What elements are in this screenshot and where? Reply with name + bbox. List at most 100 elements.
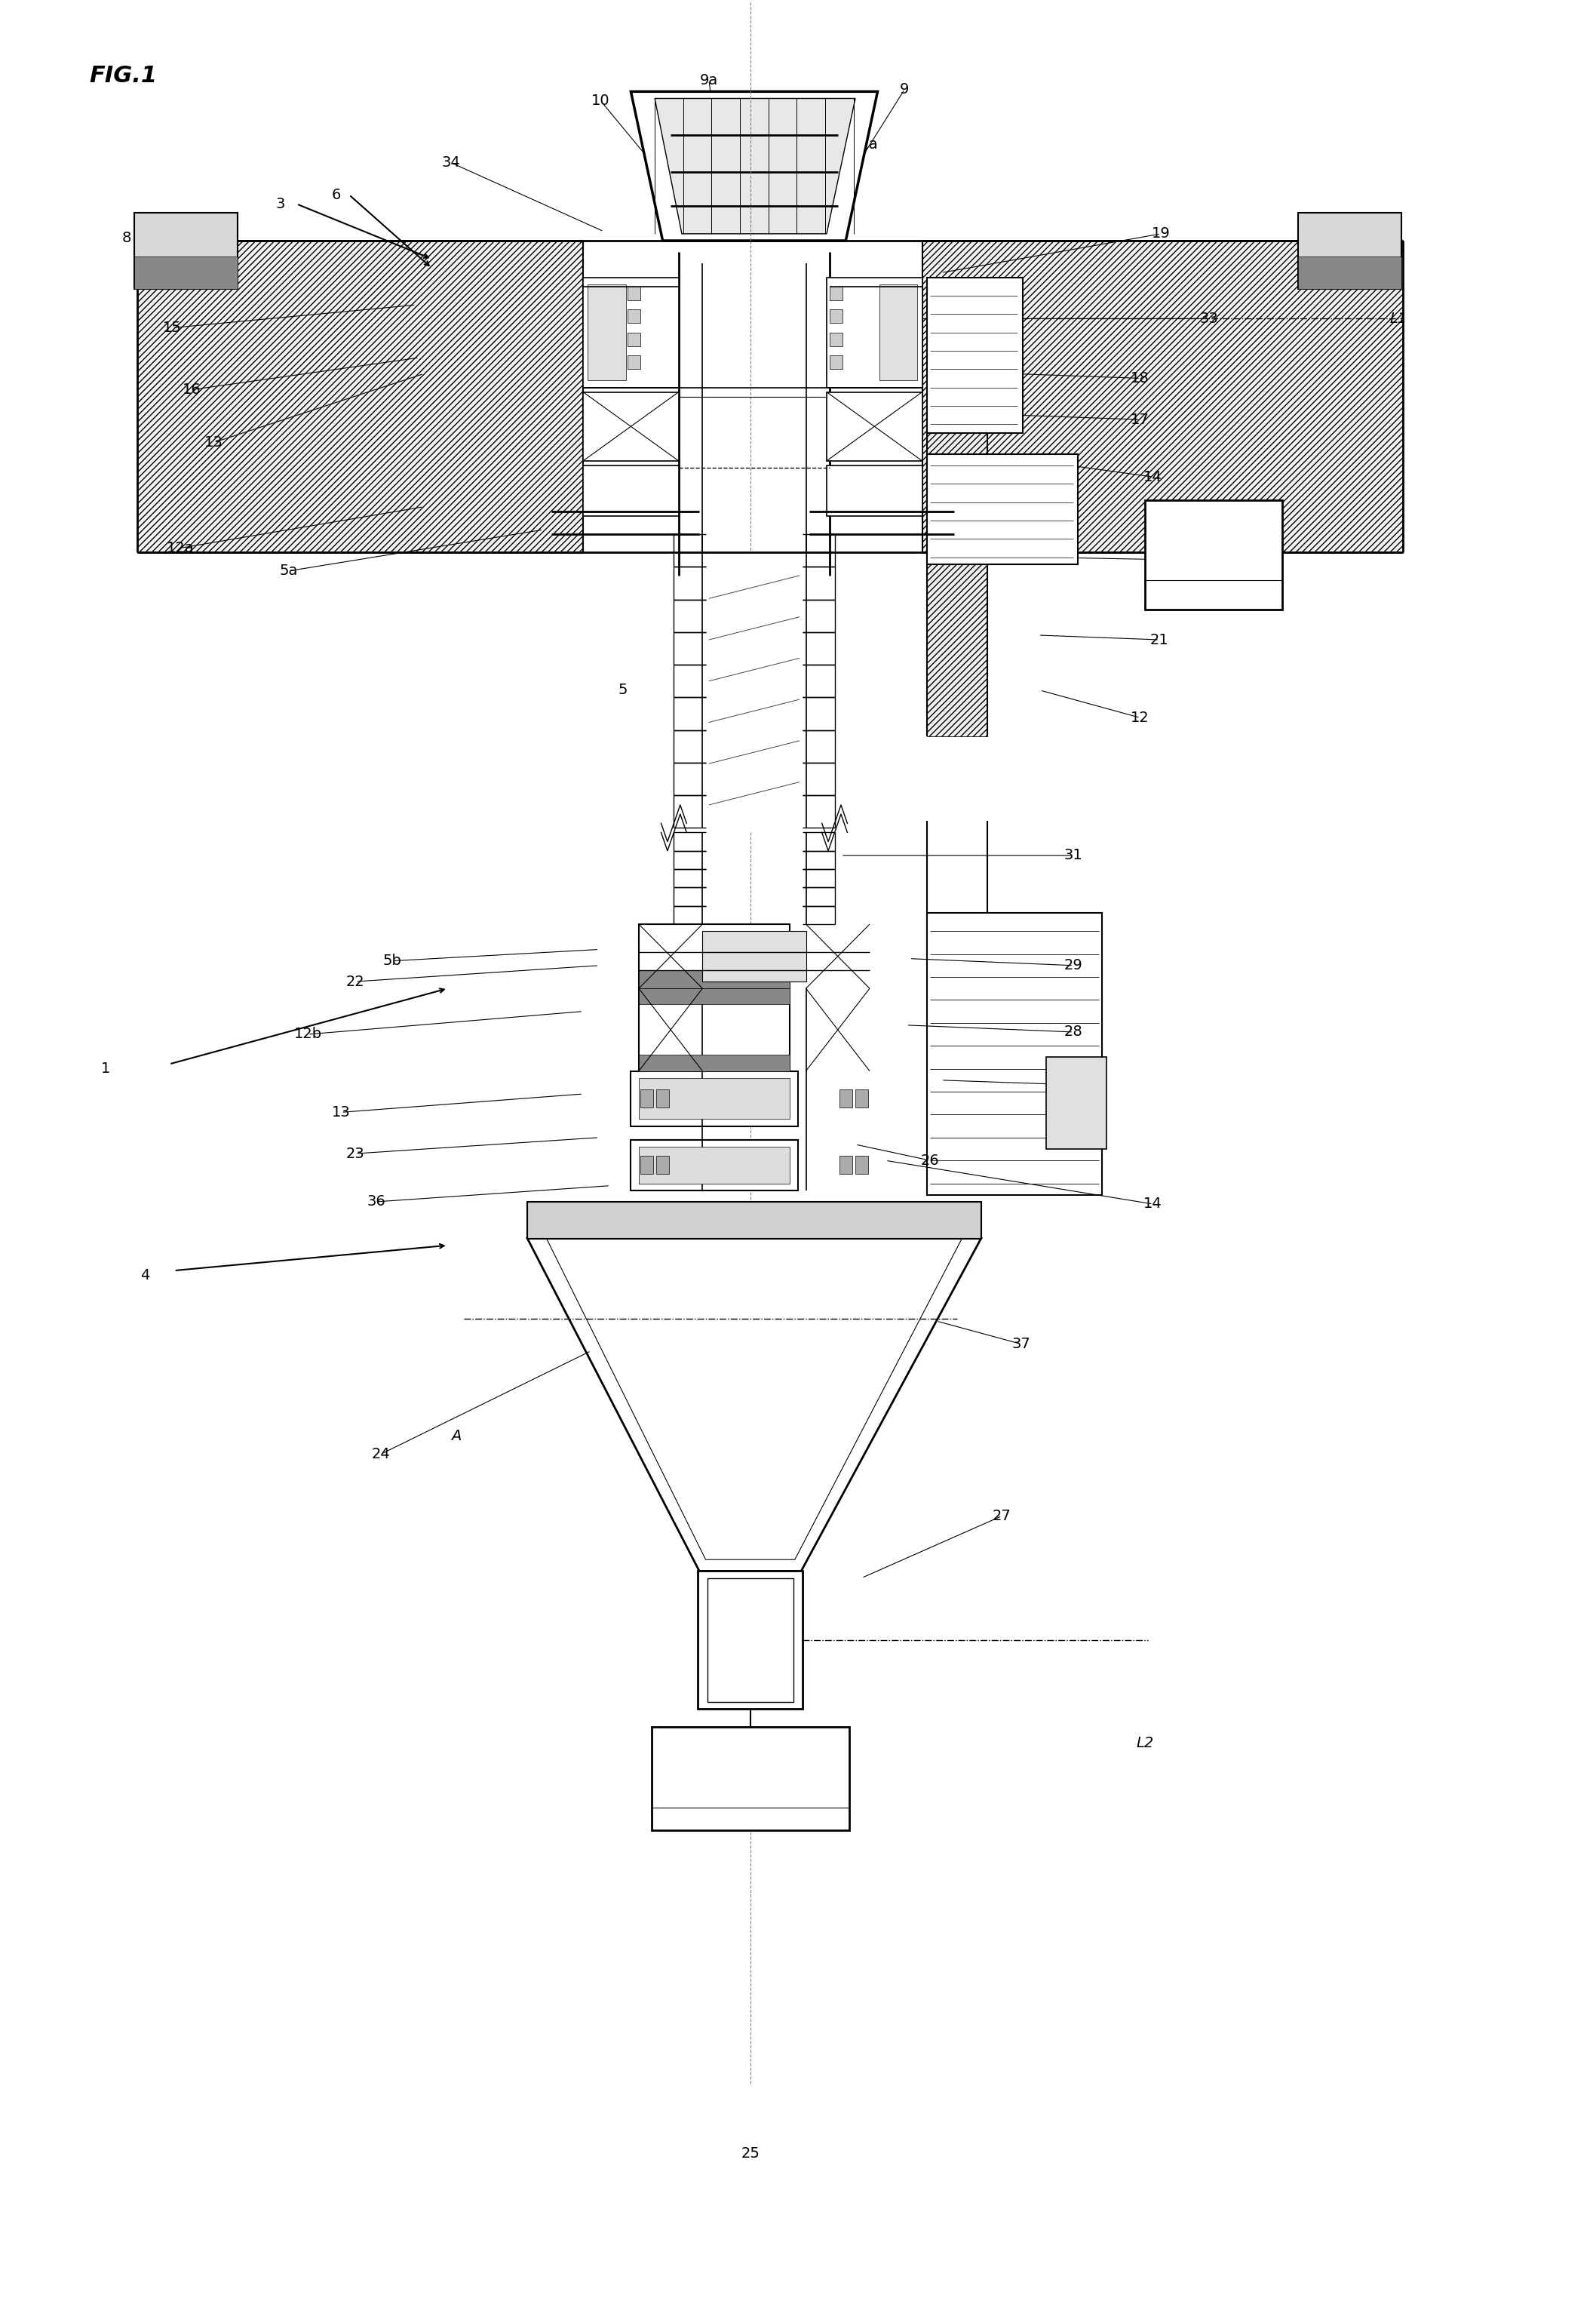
Text: 27: 27: [993, 1510, 1012, 1524]
Text: 33: 33: [1199, 313, 1218, 326]
Text: 12b: 12b: [294, 1027, 322, 1041]
Text: 18: 18: [1132, 370, 1149, 386]
Text: 6: 6: [332, 188, 342, 202]
Text: 8: 8: [121, 232, 131, 246]
Text: 14: 14: [1144, 1197, 1162, 1211]
Bar: [640, 1089, 653, 1108]
Text: 1: 1: [101, 1062, 110, 1075]
Text: 30: 30: [1065, 1078, 1082, 1092]
Text: 14: 14: [1144, 469, 1162, 485]
Text: 13: 13: [204, 434, 223, 450]
Bar: [627, 333, 640, 347]
Bar: [707, 1579, 793, 1703]
Text: 11b: 11b: [787, 94, 816, 108]
Bar: [927, 912, 1101, 1195]
Bar: [855, 1089, 868, 1108]
Bar: [855, 1156, 868, 1174]
Bar: [830, 333, 843, 347]
Text: FIG.1: FIG.1: [89, 64, 158, 87]
Bar: [638, 1078, 790, 1119]
Bar: [583, 278, 678, 388]
Bar: [627, 287, 640, 301]
Bar: [638, 988, 790, 1071]
Bar: [1298, 257, 1401, 290]
Bar: [697, 1572, 803, 1710]
Text: 7: 7: [1382, 262, 1392, 276]
Text: 20: 20: [1151, 552, 1168, 568]
Text: 10: 10: [592, 94, 610, 108]
Text: 22: 22: [346, 974, 365, 988]
Text: 25: 25: [741, 2146, 760, 2160]
Text: 5: 5: [618, 683, 627, 696]
Text: 29: 29: [1065, 958, 1082, 972]
Bar: [1047, 1057, 1106, 1149]
Text: 28: 28: [1065, 1025, 1082, 1039]
Bar: [656, 1089, 669, 1108]
Text: 5b: 5b: [383, 954, 402, 967]
Text: 15: 15: [163, 322, 182, 336]
Text: 9a: 9a: [699, 74, 718, 87]
Bar: [627, 310, 640, 324]
Bar: [656, 1156, 669, 1174]
Bar: [638, 970, 790, 988]
Bar: [702, 931, 806, 981]
Text: 16: 16: [182, 381, 201, 398]
Polygon shape: [654, 99, 855, 234]
Text: 24: 24: [372, 1448, 391, 1462]
Text: 11a: 11a: [851, 138, 879, 152]
Text: 23: 23: [346, 1147, 365, 1160]
Bar: [640, 1156, 653, 1174]
Polygon shape: [137, 241, 583, 552]
Text: 19: 19: [1152, 228, 1170, 241]
Bar: [827, 278, 922, 388]
Bar: [630, 1071, 798, 1126]
Text: 36: 36: [367, 1195, 386, 1209]
Text: 17: 17: [1132, 411, 1149, 427]
Bar: [527, 1202, 982, 1239]
Bar: [1298, 214, 1401, 290]
Text: 37: 37: [1012, 1337, 1029, 1351]
Polygon shape: [630, 92, 878, 241]
Text: 34: 34: [442, 156, 460, 170]
Text: L1: L1: [1390, 313, 1408, 326]
Text: 32: 32: [1208, 554, 1229, 570]
Text: 31: 31: [1065, 848, 1082, 862]
Bar: [651, 1728, 849, 1829]
Bar: [839, 1156, 852, 1174]
Text: L2: L2: [1136, 1735, 1154, 1751]
Bar: [830, 310, 843, 324]
Bar: [879, 285, 918, 381]
Text: 12: 12: [1132, 710, 1149, 724]
Bar: [927, 393, 988, 735]
Bar: [638, 924, 790, 988]
Text: 26: 26: [921, 1154, 940, 1167]
Bar: [583, 466, 678, 517]
Bar: [134, 214, 238, 290]
Text: 8: 8: [1304, 232, 1314, 246]
Text: 3: 3: [276, 198, 286, 211]
Bar: [630, 1140, 798, 1190]
Text: 9: 9: [900, 83, 910, 97]
Bar: [583, 393, 678, 462]
Text: 11: 11: [731, 94, 750, 108]
Bar: [830, 287, 843, 301]
Text: 12a: 12a: [166, 540, 195, 556]
Bar: [827, 466, 922, 517]
Polygon shape: [527, 1239, 982, 1572]
Polygon shape: [922, 241, 1403, 552]
Bar: [638, 1147, 790, 1183]
Text: A: A: [450, 1429, 461, 1443]
Bar: [134, 257, 238, 290]
Bar: [627, 356, 640, 370]
Bar: [927, 278, 1023, 434]
Bar: [839, 1089, 852, 1108]
Text: 13: 13: [332, 1105, 351, 1119]
Bar: [1144, 501, 1282, 609]
Bar: [830, 356, 843, 370]
Text: 4: 4: [140, 1268, 150, 1282]
Bar: [587, 285, 626, 381]
Bar: [827, 393, 922, 462]
Text: 5a: 5a: [279, 563, 298, 579]
Bar: [927, 455, 1079, 563]
Bar: [638, 988, 790, 1004]
